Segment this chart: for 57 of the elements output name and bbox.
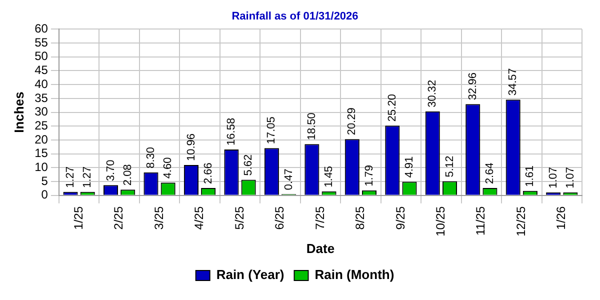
x-tick-label: 7/25 bbox=[312, 206, 327, 230]
y-axis-title: Inches bbox=[11, 92, 26, 133]
y-tick-label: 30 bbox=[34, 104, 48, 119]
data-label: 5.12 bbox=[444, 156, 456, 178]
data-label: 1.45 bbox=[323, 166, 336, 188]
x-tick-label: 2/25 bbox=[112, 206, 126, 230]
y-tick-label: 60 bbox=[34, 22, 48, 36]
data-label: 30.32 bbox=[426, 80, 439, 108]
y-tick-label: 35 bbox=[34, 90, 48, 105]
legend-label: Rain (Month) bbox=[314, 267, 394, 282]
x-axis-title: Date bbox=[306, 240, 335, 256]
data-label: 1.07 bbox=[547, 166, 560, 188]
data-label: 1.07 bbox=[564, 166, 576, 188]
y-tick-label: 0 bbox=[41, 188, 48, 202]
data-label: 4.91 bbox=[404, 156, 416, 178]
data-label: 2.64 bbox=[484, 162, 496, 184]
data-label: 0.47 bbox=[282, 168, 295, 190]
data-label: 18.50 bbox=[306, 112, 318, 140]
x-tick-label: 1/25 bbox=[71, 206, 86, 230]
data-label: 17.05 bbox=[266, 116, 278, 144]
y-tick-label: 5 bbox=[41, 174, 48, 188]
data-label: 1.79 bbox=[363, 164, 376, 186]
data-label: 16.58 bbox=[225, 118, 238, 146]
legend-label: Rain (Year) bbox=[216, 267, 284, 282]
data-label: 1.61 bbox=[524, 165, 536, 187]
x-tick-label: 8/25 bbox=[353, 206, 368, 230]
chart-title: Rainfall as of 01/31/2026 bbox=[232, 10, 358, 23]
data-label: 5.62 bbox=[242, 154, 255, 176]
x-tick-label: 6/25 bbox=[272, 206, 287, 230]
data-label: 10.96 bbox=[185, 133, 198, 162]
x-tick-label: 3/25 bbox=[152, 206, 166, 230]
x-tick-label: 5/25 bbox=[232, 206, 246, 230]
y-tick-label: 20 bbox=[34, 132, 48, 146]
x-tick-label: 9/25 bbox=[393, 206, 408, 230]
data-label: 4.60 bbox=[162, 157, 174, 179]
data-label: 20.29 bbox=[346, 108, 358, 136]
y-tick-label: 50 bbox=[34, 49, 48, 64]
x-tick-label: 4/25 bbox=[192, 206, 206, 230]
y-tick-label: 15 bbox=[34, 146, 48, 160]
x-tick-label: 1/26 bbox=[554, 206, 568, 230]
y-tick-label: 45 bbox=[34, 63, 48, 78]
y-tick-label: 55 bbox=[34, 35, 48, 50]
data-label: 3.70 bbox=[104, 160, 117, 182]
data-label: 32.96 bbox=[466, 72, 479, 100]
data-label: 2.08 bbox=[122, 164, 134, 186]
y-tick-label: 25 bbox=[34, 118, 48, 132]
x-tick-label: 10/25 bbox=[433, 206, 448, 236]
x-tick-label: 12/25 bbox=[514, 206, 528, 236]
data-label: 25.20 bbox=[386, 94, 398, 122]
data-label: 1.27 bbox=[64, 166, 77, 188]
y-tick-label: 40 bbox=[34, 76, 48, 91]
x-tick-label: 11/25 bbox=[474, 206, 488, 236]
data-label: 1.27 bbox=[82, 166, 94, 188]
data-label: 34.57 bbox=[507, 68, 520, 96]
data-label: 2.66 bbox=[202, 162, 214, 184]
y-tick-label: 10 bbox=[34, 160, 48, 174]
data-label: 8.30 bbox=[145, 146, 158, 168]
